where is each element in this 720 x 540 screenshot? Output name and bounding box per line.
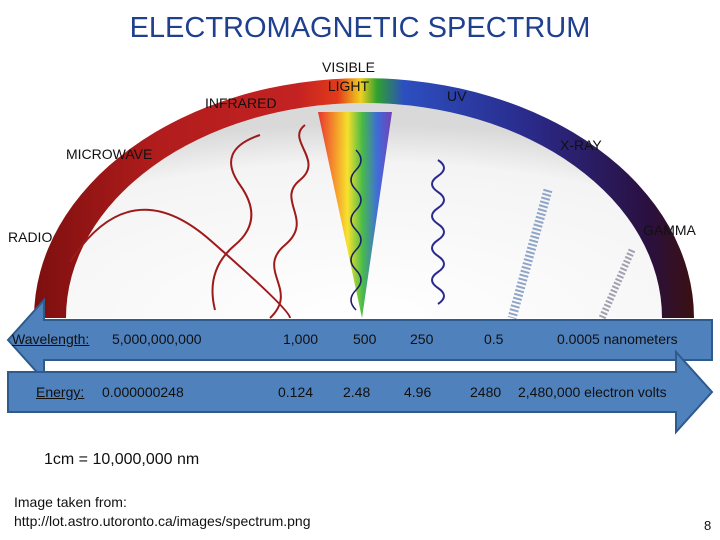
infrared-wave [269,124,310,319]
energy-value: 2480 [470,384,502,400]
wavelength-value: 1,000 [283,331,319,347]
energy-value: 2,480,000 electron volts [518,384,667,400]
visible-wave [350,149,362,311]
source-url: http://lot.astro.utoronto.ca/images/spec… [14,513,311,529]
label-microwave: MICROWAVE [66,146,153,162]
energy-value: 0.124 [278,384,314,400]
uv-wave [431,159,445,305]
label-infrared: INFRARED [205,95,277,111]
wavelength-value: 0.0005 nanometers [557,331,678,347]
label-xray: X-RAY [560,137,602,153]
microwave-wave [211,134,261,311]
energy-value: 2.48 [343,384,371,400]
label-visible-line2: LIGHT [327,78,370,94]
source-line1: Image taken from: [14,494,127,510]
wavelength-value: 0.5 [484,331,504,347]
wavelength-value: 500 [353,331,377,347]
label-uv: UV [447,88,467,104]
energy-value: 0.000000248 [102,384,184,400]
label-gamma: GAMMA [643,222,696,238]
spectrum-arc [34,78,694,318]
gamma-wave [598,248,636,320]
page-title: ELECTROMAGNETIC SPECTRUM [129,12,591,44]
energy-label: Energy: [36,384,85,400]
wavelength-value: 250 [410,331,434,347]
visible-prism [318,112,392,318]
energy-arrow [7,349,714,435]
label-visible-line1: VISIBLE [322,59,375,75]
conversion-note: 1cm = 10,000,000 nm [44,451,200,468]
label-radio: RADIO [8,229,53,245]
page-number: 8 [704,518,712,533]
wavelength-value: 5,000,000,000 [112,331,202,347]
wavelength-label: Wavelength: [12,331,90,347]
image-source: Image taken from: http://lot.astro.utoro… [14,493,311,531]
label-visible-light: VISIBLE LIGHT [322,58,375,96]
energy-value: 4.96 [404,384,432,400]
